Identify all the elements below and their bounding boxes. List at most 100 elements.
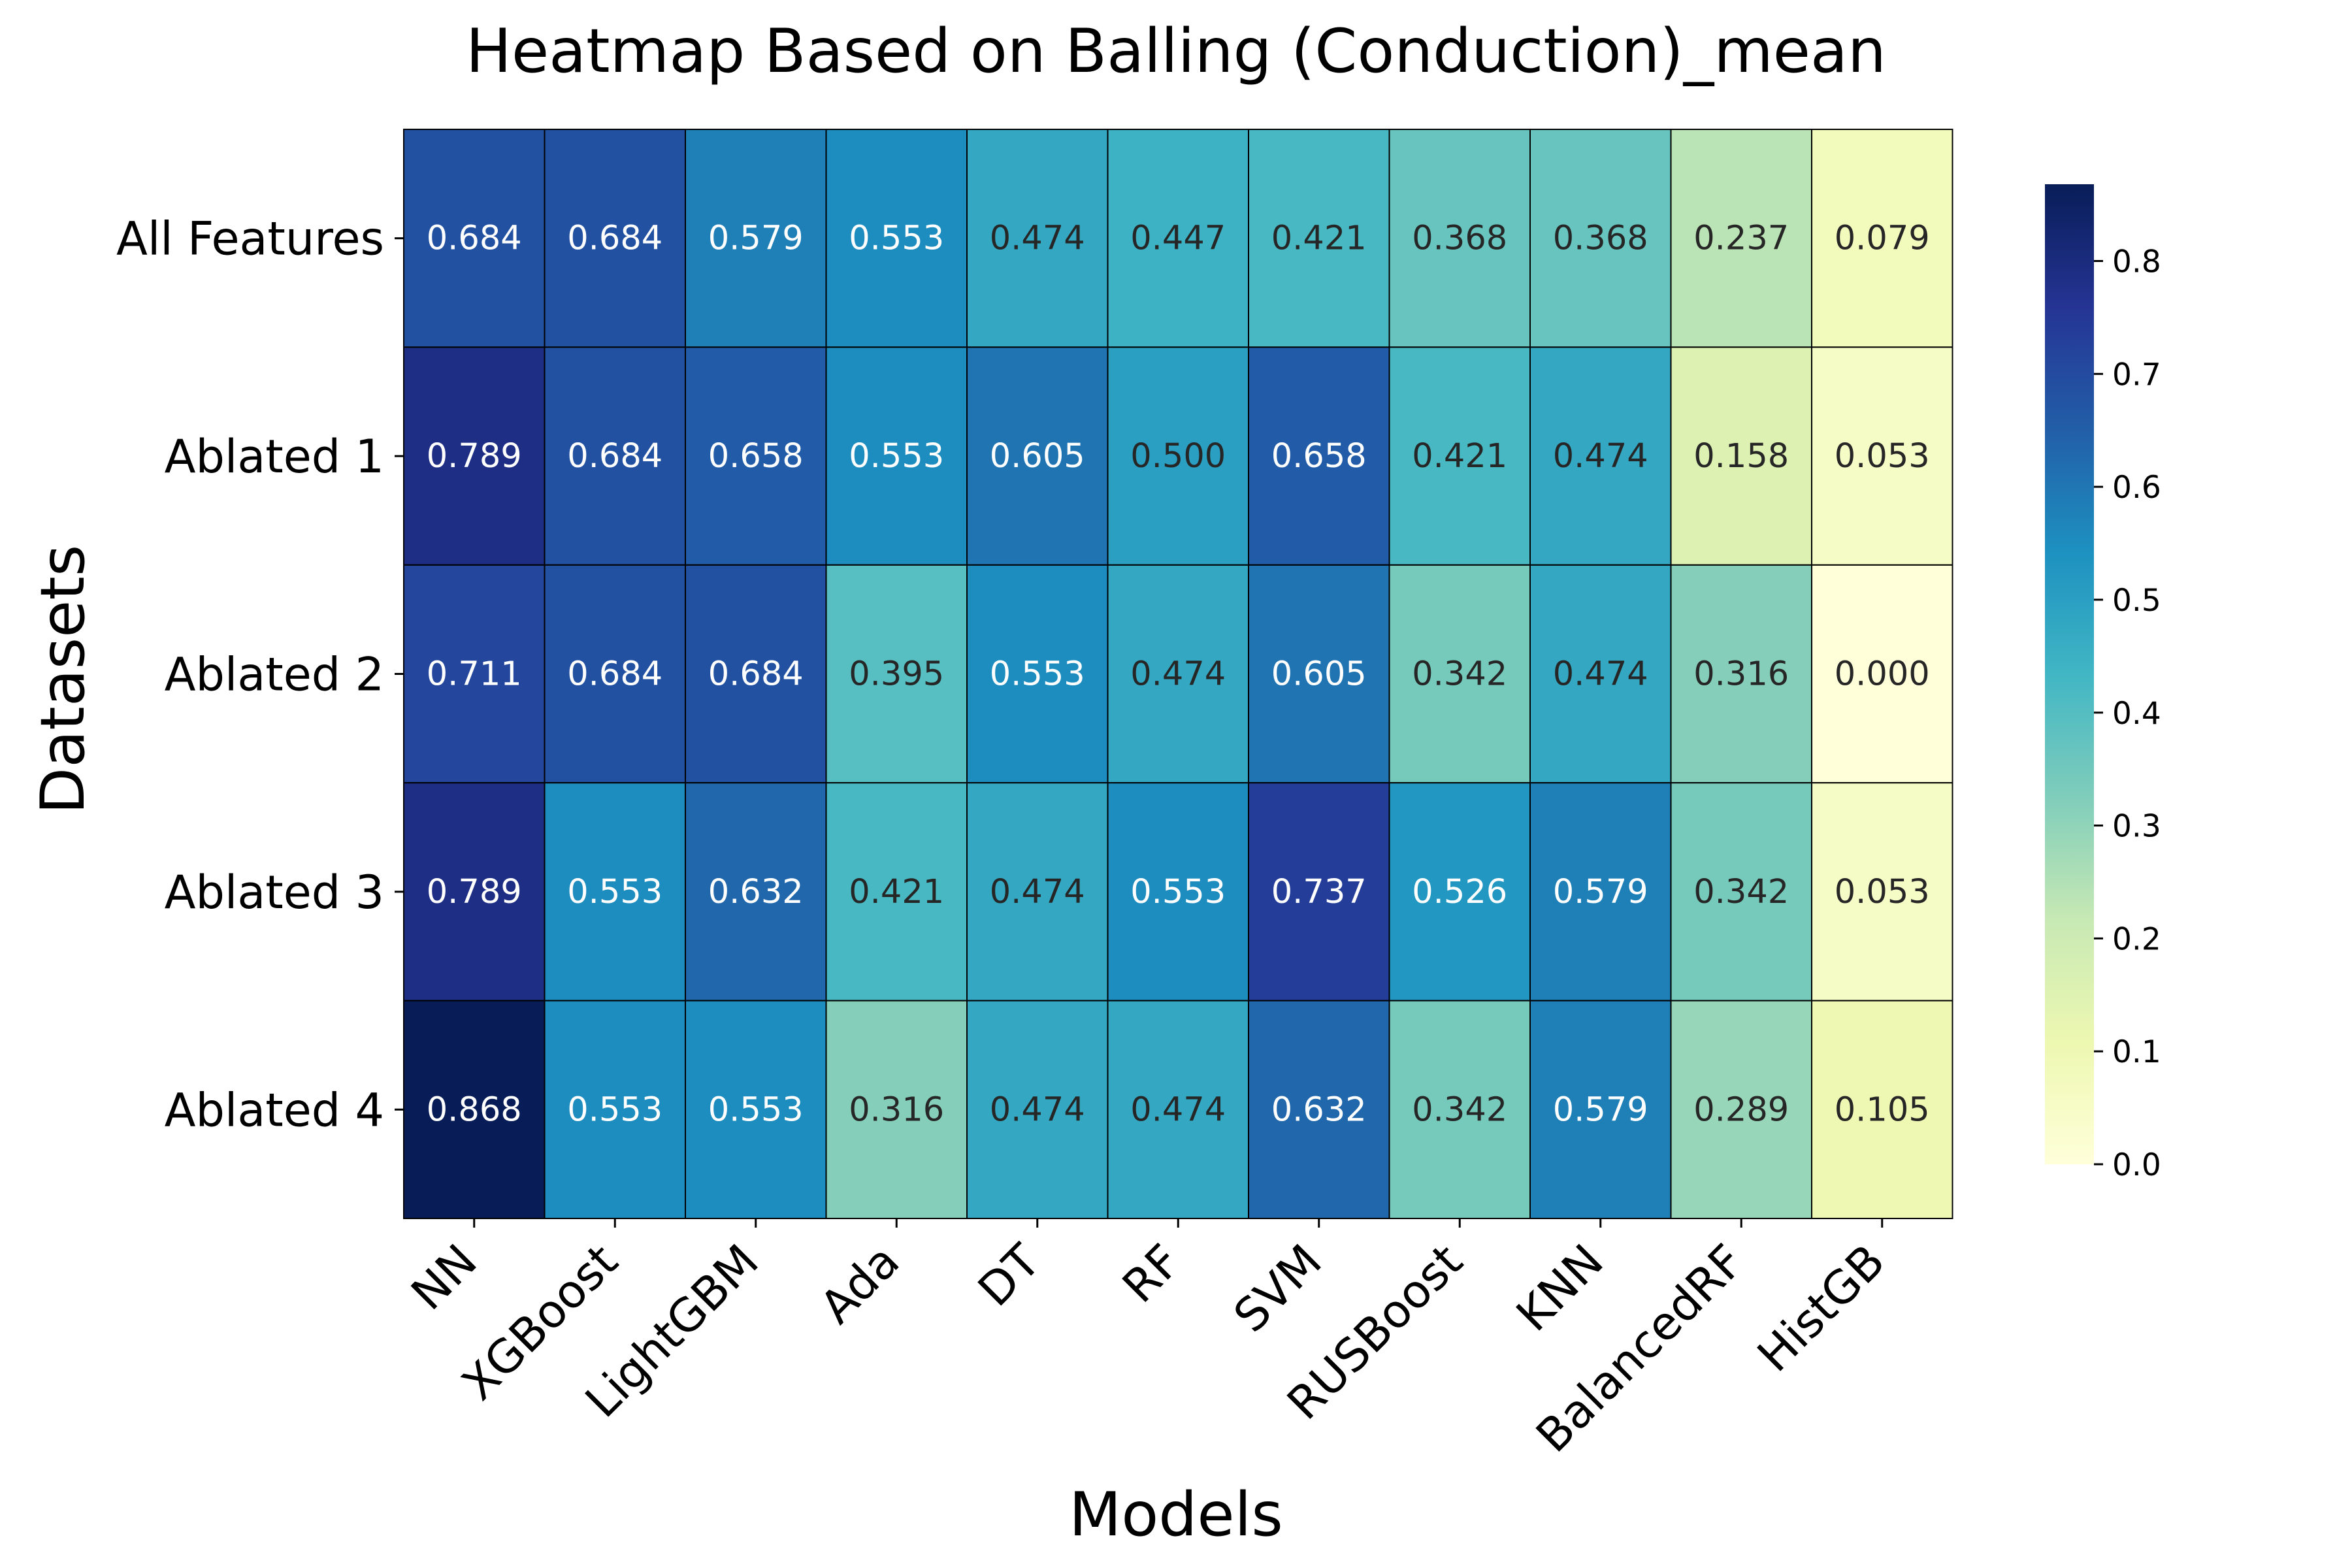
- cell-value-label: 0.711: [427, 655, 522, 694]
- cell-value-label: 0.868: [427, 1090, 522, 1129]
- row-tick-label: All Features: [116, 212, 384, 266]
- row-tick-label: Ablated 4: [165, 1083, 384, 1137]
- cell-value-label: 0.553: [708, 1090, 804, 1129]
- column-tick-label: DT: [968, 1234, 1051, 1317]
- cell-value-label: 0.579: [1553, 1090, 1648, 1129]
- heatmap-cell: [1529, 564, 1672, 784]
- heatmap-cell: [1811, 1000, 1953, 1219]
- colorbar-tick-label: 0.4: [2112, 696, 2161, 732]
- column-tick-label: NN: [401, 1234, 487, 1320]
- heatmap-cells: 0.684 0.684 0.579 0.553 0.474 0.447 0.421 0.368…: [403, 129, 1953, 1219]
- cell-value-label: 0.474: [1553, 437, 1648, 476]
- cell-value-label: 0.605: [1271, 655, 1367, 694]
- heatmap-cell: [403, 346, 546, 566]
- cell-value-label: 0.737: [1271, 873, 1367, 911]
- row-tick-label: Ablated 3: [165, 866, 384, 919]
- heatmap-cell: [685, 782, 827, 1002]
- colorbar-tick-label: 0.2: [2112, 921, 2161, 957]
- heatmap-cell: [544, 129, 686, 348]
- heatmap-cell: [1107, 129, 1249, 348]
- colorbar-gradient: [2045, 184, 2094, 1164]
- heatmap-cell: [1388, 129, 1531, 348]
- cell-value-label: 0.579: [708, 220, 804, 258]
- heatmap-cell: [685, 129, 827, 348]
- cell-value-label: 0.368: [1553, 220, 1648, 258]
- cell-value-label: 0.421: [1412, 437, 1507, 476]
- heatmap-cell: [544, 1000, 686, 1219]
- heatmap-cell: [1670, 346, 1812, 566]
- cell-value-label: 0.605: [990, 437, 1085, 476]
- cell-value-label: 0.789: [427, 437, 522, 476]
- colorbar-tick-label: 0.8: [2112, 244, 2161, 280]
- heatmap-cell: [685, 346, 827, 566]
- heatmap-cell: [966, 564, 1109, 784]
- heatmap-cell: [1107, 564, 1249, 784]
- cell-value-label: 0.342: [1693, 873, 1789, 911]
- heatmap-cell: [825, 1000, 968, 1219]
- cell-value-label: 0.553: [990, 655, 1085, 694]
- cell-value-label: 0.289: [1693, 1090, 1789, 1129]
- cell-value-label: 0.553: [849, 220, 944, 258]
- heatmap-cell: [966, 782, 1109, 1002]
- cell-value-label: 0.105: [1835, 1090, 1930, 1129]
- cell-value-label: 0.500: [1130, 437, 1226, 476]
- cell-value-label: 0.395: [849, 655, 944, 694]
- cell-value-label: 0.658: [708, 437, 804, 476]
- heatmap-cell: [1811, 564, 1953, 784]
- heatmap-cell: [403, 129, 546, 348]
- cell-value-label: 0.474: [990, 873, 1085, 911]
- heatmap-cell: [1107, 346, 1249, 566]
- cell-value-label: 0.474: [1553, 655, 1648, 694]
- column-tick-label: SVM: [1224, 1234, 1332, 1343]
- cell-value-label: 0.421: [1271, 220, 1367, 258]
- cell-value-label: 0.474: [1130, 1090, 1226, 1129]
- heatmap-cell: [1107, 1000, 1249, 1219]
- cell-value-label: 0.342: [1412, 655, 1507, 694]
- heatmap-cell: [1248, 1000, 1390, 1219]
- colorbar: 0.0 0.1 0.2 0.3 0.4 0.5 0.6 0.7 0.8: [2045, 184, 2161, 1183]
- cell-value-label: 0.526: [1412, 873, 1507, 911]
- cell-value-label: 0.632: [1271, 1090, 1367, 1129]
- heatmap-cell: [1529, 1000, 1672, 1219]
- heatmap-cell: [1529, 346, 1672, 566]
- cell-value-label: 0.368: [1412, 220, 1507, 258]
- y-axis-label: Datasets: [27, 545, 98, 815]
- heatmap-cell: [1107, 782, 1249, 1002]
- cell-value-label: 0.632: [708, 873, 804, 911]
- column-tick-label: HistGB: [1747, 1234, 1895, 1382]
- cell-value-label: 0.316: [849, 1090, 944, 1129]
- column-tick-label: Ada: [810, 1234, 910, 1334]
- heatmap-cell: [966, 129, 1109, 348]
- row-tick-labels: All Features Ablated 1 Ablated 2 Ablated 3 A…: [116, 212, 404, 1137]
- cell-value-label: 0.000: [1835, 655, 1930, 694]
- column-tick-label: RF: [1112, 1234, 1191, 1313]
- cell-value-label: 0.684: [567, 220, 662, 258]
- cell-value-label: 0.684: [427, 220, 522, 258]
- x-axis-label: Models: [1069, 1479, 1283, 1550]
- colorbar-tick-label: 0.0: [2112, 1147, 2161, 1183]
- heatmap-cell: [1811, 129, 1953, 348]
- heatmap-cell: [1388, 346, 1531, 566]
- cell-value-label: 0.474: [1130, 655, 1226, 694]
- cell-value-label: 0.579: [1553, 873, 1648, 911]
- cell-value-label: 0.553: [567, 873, 662, 911]
- cell-value-label: 0.474: [990, 1090, 1085, 1129]
- cell-value-label: 0.158: [1693, 437, 1789, 476]
- cell-value-label: 0.553: [849, 437, 944, 476]
- heatmap-cell: [1248, 564, 1390, 784]
- heatmap-cell: [825, 129, 968, 348]
- row-tick-label: Ablated 2: [165, 648, 384, 702]
- heatmap-cell: [685, 1000, 827, 1219]
- colorbar-tick-label: 0.7: [2112, 357, 2161, 393]
- heatmap-cell: [825, 346, 968, 566]
- heatmap-cell: [966, 346, 1109, 566]
- cell-value-label: 0.684: [708, 655, 804, 694]
- chart-title: Heatmap Based on Balling (Conduction)_me…: [466, 16, 1886, 86]
- cell-value-label: 0.474: [990, 220, 1085, 258]
- heatmap-cell: [1670, 782, 1812, 1002]
- heatmap-cell: [1811, 782, 1953, 1002]
- cell-value-label: 0.553: [1130, 873, 1226, 911]
- column-tick-label: KNN: [1506, 1234, 1614, 1342]
- cell-value-label: 0.789: [427, 873, 522, 911]
